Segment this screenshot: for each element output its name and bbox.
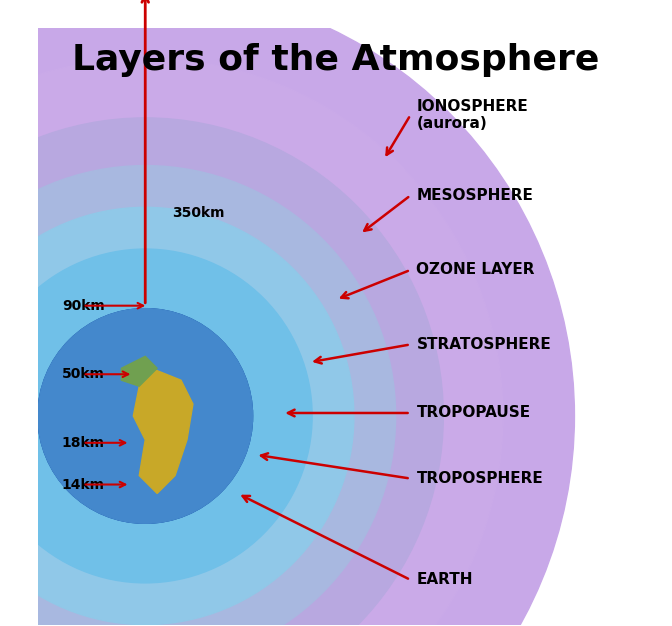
Text: TROPOSPHERE: TROPOSPHERE: [417, 471, 543, 486]
Text: OZONE LAYER: OZONE LAYER: [417, 262, 535, 277]
Text: 50km: 50km: [62, 367, 105, 381]
Text: MESOSPHERE: MESOSPHERE: [417, 188, 534, 203]
Circle shape: [0, 249, 312, 583]
Circle shape: [0, 0, 575, 626]
Circle shape: [0, 58, 503, 626]
Text: 90km: 90km: [62, 299, 105, 312]
Text: 350km: 350km: [172, 207, 224, 220]
Text: EARTH: EARTH: [417, 572, 473, 587]
Text: STRATOSPHERE: STRATOSPHERE: [417, 337, 551, 352]
Circle shape: [0, 166, 396, 626]
Text: 18km: 18km: [62, 436, 105, 450]
Polygon shape: [122, 356, 157, 386]
Text: Layers of the Atmosphere: Layers of the Atmosphere: [73, 43, 599, 78]
Polygon shape: [133, 368, 193, 493]
Text: IONOSPHERE
(aurora): IONOSPHERE (aurora): [417, 99, 528, 131]
Circle shape: [0, 207, 354, 625]
Circle shape: [0, 118, 444, 626]
Circle shape: [38, 309, 253, 523]
Circle shape: [38, 309, 253, 523]
Circle shape: [38, 309, 253, 523]
Text: 14km: 14km: [62, 478, 105, 491]
Text: TROPOPAUSE: TROPOPAUSE: [417, 406, 531, 421]
